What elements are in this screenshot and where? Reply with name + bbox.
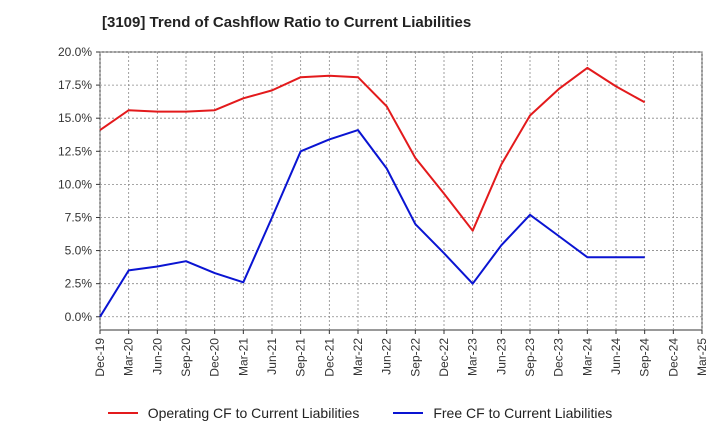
y-tick-label: 15.0%: [58, 111, 92, 125]
x-tick-label: Jun-22: [380, 338, 394, 375]
legend-label-operating-cf: Operating CF to Current Liabilities: [147, 405, 360, 421]
x-tick-label: Mar-22: [351, 338, 365, 376]
x-tick-label: Mar-24: [580, 338, 594, 376]
plot-area: [99, 51, 703, 331]
y-tick-label: 17.5%: [58, 78, 92, 92]
x-tick-label: Mar-21: [236, 338, 250, 376]
series-line-free-cf: [99, 129, 645, 318]
x-tick-label: Jun-20: [150, 338, 164, 375]
y-tick-label: 2.5%: [65, 277, 93, 291]
legend-label-free-cf: Free CF to Current Liabilities: [433, 405, 613, 421]
x-tick-label: Sep-22: [408, 338, 422, 377]
y-tick-label: 0.0%: [65, 310, 93, 324]
x-tick-label: Jun-21: [265, 338, 279, 375]
x-tick-label: Dec-19: [93, 338, 107, 377]
series-line-operating-cf: [99, 66, 646, 232]
x-tick-label: Mar-25: [695, 338, 709, 376]
y-tick-label: 20.0%: [58, 45, 92, 59]
x-tick-label: Sep-21: [294, 338, 308, 377]
grid-lines: [99, 51, 703, 330]
series-lines: [99, 66, 646, 318]
chart-title: [3109] Trend of Cashflow Ratio to Curren…: [102, 14, 472, 31]
x-tick-label: Dec-20: [208, 338, 222, 377]
x-tick-label: Dec-23: [552, 338, 566, 377]
x-tick-label: Dec-24: [666, 338, 680, 377]
x-tick-label: Jun-23: [494, 338, 508, 375]
x-tick-label: Dec-21: [322, 338, 336, 377]
x-tick-label: Mar-20: [122, 338, 136, 376]
y-tick-label: 10.0%: [58, 177, 92, 191]
y-tick-label: 7.5%: [65, 210, 93, 224]
x-axis-ticks: Dec-19 Mar-20 Jun-20 Sep-20 Dec-20 Mar-21 Jun-…: [93, 330, 709, 377]
legend-item-free-cf: Free CF to Current Liabilities: [393, 405, 612, 421]
y-tick-label: 12.5%: [58, 144, 92, 158]
legend-item-operating-cf: Operating CF to Current Liabilities: [107, 405, 360, 421]
cashflow-ratio-chart: 0.0% 2.5% 5.0% 7.5% 10.0% 12.5% 15.0% 17.5% 20.0…: [58, 45, 709, 377]
legend: Operating CF to Current Liabilities Free…: [0, 405, 720, 421]
legend-swatch-free-cf: [393, 412, 424, 414]
legend-swatch-operating-cf: [107, 412, 138, 414]
x-tick-label: Sep-23: [523, 338, 537, 377]
y-axis-ticks: 0.0% 2.5% 5.0% 7.5% 10.0% 12.5% 15.0% 17.5% 20.0…: [58, 45, 100, 324]
x-tick-label: Mar-23: [466, 338, 480, 376]
x-tick-label: Dec-22: [437, 338, 451, 377]
x-tick-label: Sep-20: [179, 338, 193, 377]
x-tick-label: Sep-24: [638, 338, 652, 377]
y-tick-label: 5.0%: [65, 244, 93, 258]
x-tick-label: Jun-24: [609, 338, 623, 375]
